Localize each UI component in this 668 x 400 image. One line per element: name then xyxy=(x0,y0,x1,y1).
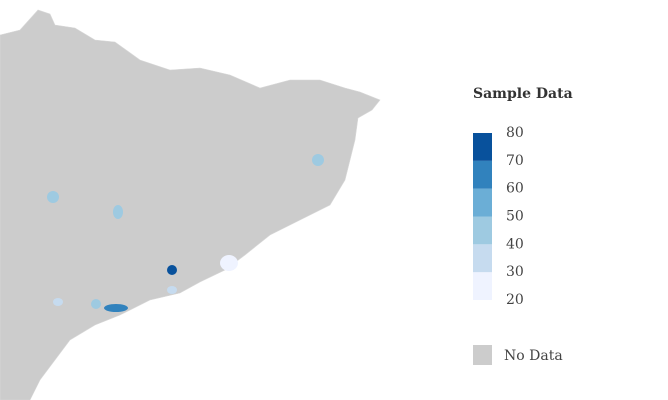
legend-swatch xyxy=(473,216,492,245)
region xyxy=(53,298,63,306)
region xyxy=(220,255,238,271)
legend-tick-label: 50 xyxy=(506,209,524,225)
legend-swatch xyxy=(473,160,492,189)
legend-tick-label: 60 xyxy=(506,181,524,197)
region xyxy=(167,286,177,294)
land xyxy=(0,9,381,400)
region xyxy=(104,304,128,312)
legend-swatch xyxy=(473,188,492,217)
region xyxy=(91,299,101,309)
legend-tick-label: 40 xyxy=(506,236,524,252)
legend-title: Sample Data xyxy=(473,86,573,102)
legend-tick-label: 20 xyxy=(506,292,524,308)
no-data-swatch xyxy=(473,345,492,365)
region xyxy=(113,205,123,219)
legend-swatch xyxy=(473,133,492,161)
legend-swatch xyxy=(473,272,492,300)
legend-tick-label: 30 xyxy=(506,264,524,280)
legend-tick-label: 70 xyxy=(506,153,524,169)
region xyxy=(312,154,324,166)
region xyxy=(167,265,177,275)
no-data-label: No Data xyxy=(504,348,563,364)
region xyxy=(47,191,59,203)
legend-tick-label: 80 xyxy=(506,125,524,141)
legend-swatch xyxy=(473,244,492,273)
